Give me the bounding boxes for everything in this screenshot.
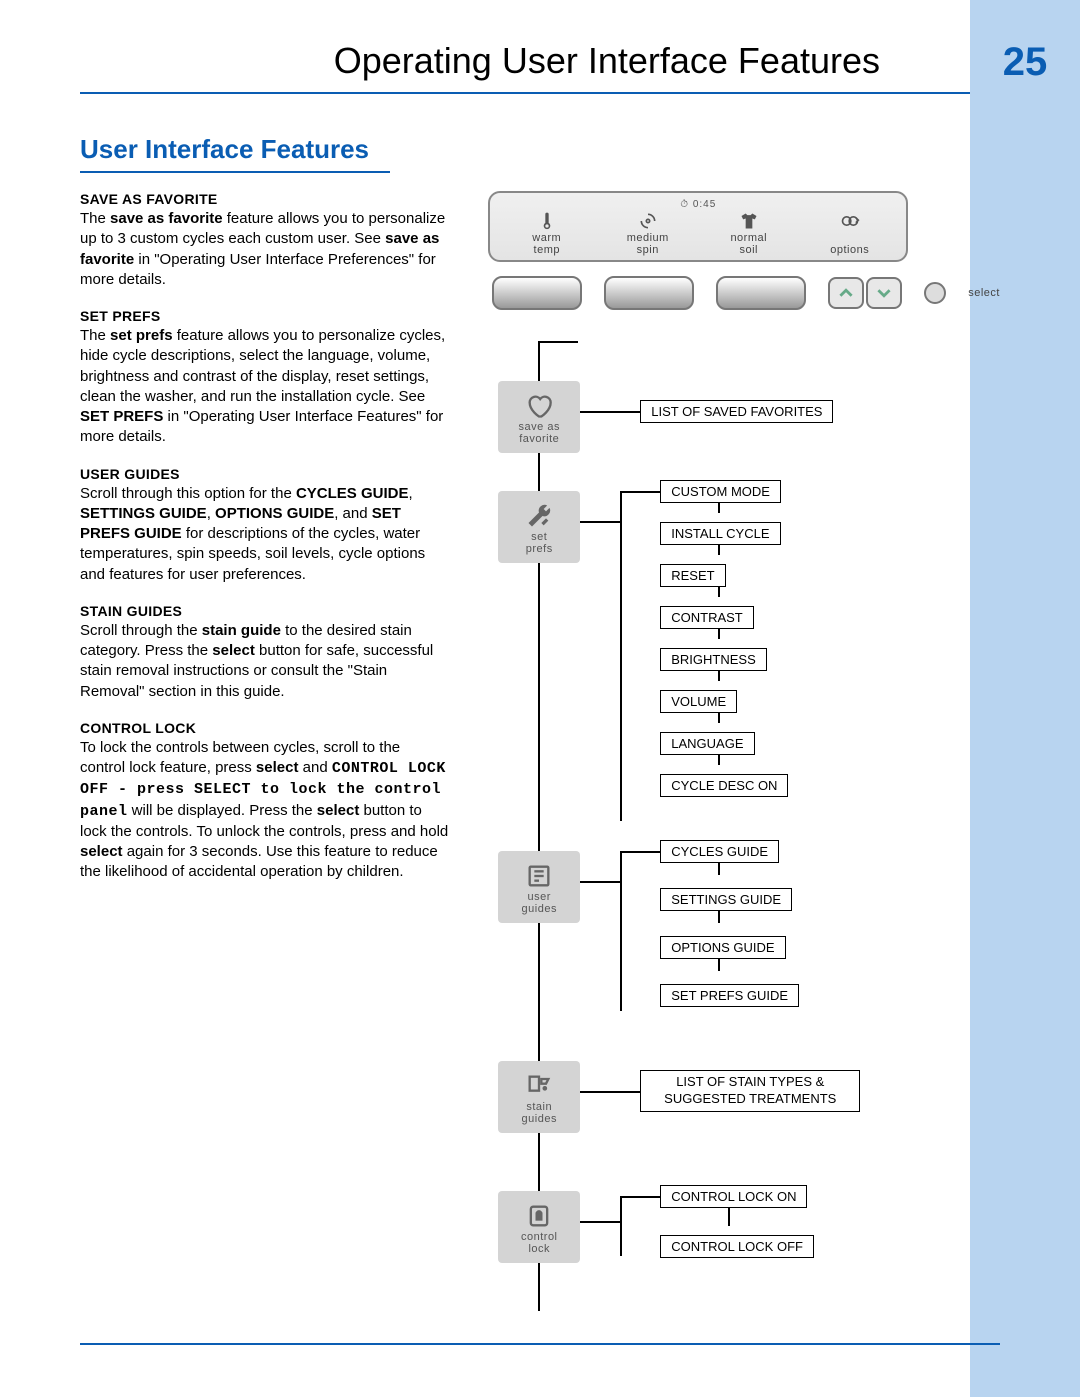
menu-setprefs-0: CUSTOM MODE — [660, 480, 781, 503]
lock-icon — [502, 1201, 576, 1231]
menu-setprefs-3: CONTRAST — [660, 606, 754, 629]
select-label: select — [968, 287, 1000, 299]
head-save-favorite: SAVE AS FAVORITE — [80, 191, 448, 207]
feature-set-prefs: set prefs — [498, 491, 580, 563]
feature-stain-guides: stain guides — [498, 1061, 580, 1133]
connector — [580, 1091, 640, 1093]
menu-setprefs-7: CYCLE DESC ON — [660, 774, 788, 797]
connector — [620, 491, 660, 493]
menu-setprefs-5: VOLUME — [660, 690, 737, 713]
feature-save-favorite: save as favorite — [498, 381, 580, 453]
menu-favorites: LIST OF SAVED FAVORITES — [640, 400, 833, 423]
connector — [580, 521, 620, 523]
para-stain-guides: Scroll through the stain guide to the de… — [80, 621, 448, 702]
wrench-icon — [502, 501, 576, 531]
para-save-favorite: The save as favorite feature allows you … — [80, 209, 448, 290]
head-control-lock: CONTROL LOCK — [80, 720, 448, 736]
menu-setprefs-4: BRIGHTNESS — [660, 648, 767, 671]
menu-setprefs-1: INSTALL CYCLE — [660, 522, 780, 545]
menu-userguides-2: OPTIONS GUIDE — [660, 936, 785, 959]
connector — [620, 851, 622, 1011]
menu-userguides-0: CYCLES GUIDE — [660, 840, 779, 863]
head-set-prefs: SET PREFS — [80, 308, 448, 324]
head-stain-guides: STAIN GUIDES — [80, 603, 448, 619]
menu-userguides-3: SET PREFS GUIDE — [660, 984, 799, 1007]
stain-icon — [502, 1071, 576, 1101]
connector — [718, 503, 720, 513]
menu-setprefs-6: LANGUAGE — [660, 732, 754, 755]
menu-userguides-1: SETTINGS GUIDE — [660, 888, 792, 911]
trunk-line — [538, 341, 540, 1311]
heart-icon — [502, 391, 576, 421]
connector — [718, 755, 720, 765]
connector — [718, 713, 720, 723]
menu-controllock-0: CONTROL LOCK ON — [660, 1185, 807, 1208]
connector — [718, 671, 720, 681]
page-number: 25 — [970, 40, 1080, 85]
connector — [580, 1221, 620, 1223]
menu-controllock-1: CONTROL LOCK OFF — [660, 1235, 814, 1258]
head-user-guides: USER GUIDES — [80, 466, 448, 482]
connector — [580, 881, 620, 883]
book-icon — [502, 861, 576, 891]
feature-user-guides: user guides — [498, 851, 580, 923]
page-title: Operating User Interface Features — [80, 40, 1000, 82]
section-heading: User Interface Features — [80, 134, 1000, 165]
connector — [538, 341, 578, 343]
connector — [718, 959, 720, 971]
feature-control-lock: control lock — [498, 1191, 580, 1263]
connector — [620, 1196, 622, 1256]
connector — [718, 587, 720, 597]
connector — [718, 911, 720, 923]
menu-diagram: save as favorite LIST OF SAVED FAVORITES… — [478, 191, 938, 1291]
columns: SAVE AS FAVORITE The save as favorite fe… — [80, 191, 1000, 901]
connector — [728, 1208, 730, 1226]
connector — [718, 545, 720, 555]
connector — [620, 491, 622, 821]
section-rule — [80, 171, 390, 173]
footer-rule — [80, 1343, 1000, 1345]
connector — [718, 863, 720, 875]
para-control-lock: To lock the controls between cycles, scr… — [80, 738, 448, 883]
connector — [620, 851, 660, 853]
diagram-column: ⏱ 0:45 warm temp medium spin normal — [478, 191, 1000, 901]
text-column: SAVE AS FAVORITE The save as favorite fe… — [80, 191, 448, 901]
connector — [580, 411, 640, 413]
connector — [718, 629, 720, 639]
menu-setprefs-2: RESET — [660, 564, 725, 587]
page-root: Operating User Interface Features 25 Use… — [80, 40, 1000, 1357]
menu-stainguides: LIST OF STAIN TYPES & SUGGESTED TREATMEN… — [640, 1070, 860, 1112]
para-user-guides: Scroll through this option for the CYCLE… — [80, 484, 448, 585]
header-rule — [80, 92, 1000, 94]
para-set-prefs: The set prefs feature allows you to pers… — [80, 326, 448, 448]
connector — [620, 1196, 660, 1198]
